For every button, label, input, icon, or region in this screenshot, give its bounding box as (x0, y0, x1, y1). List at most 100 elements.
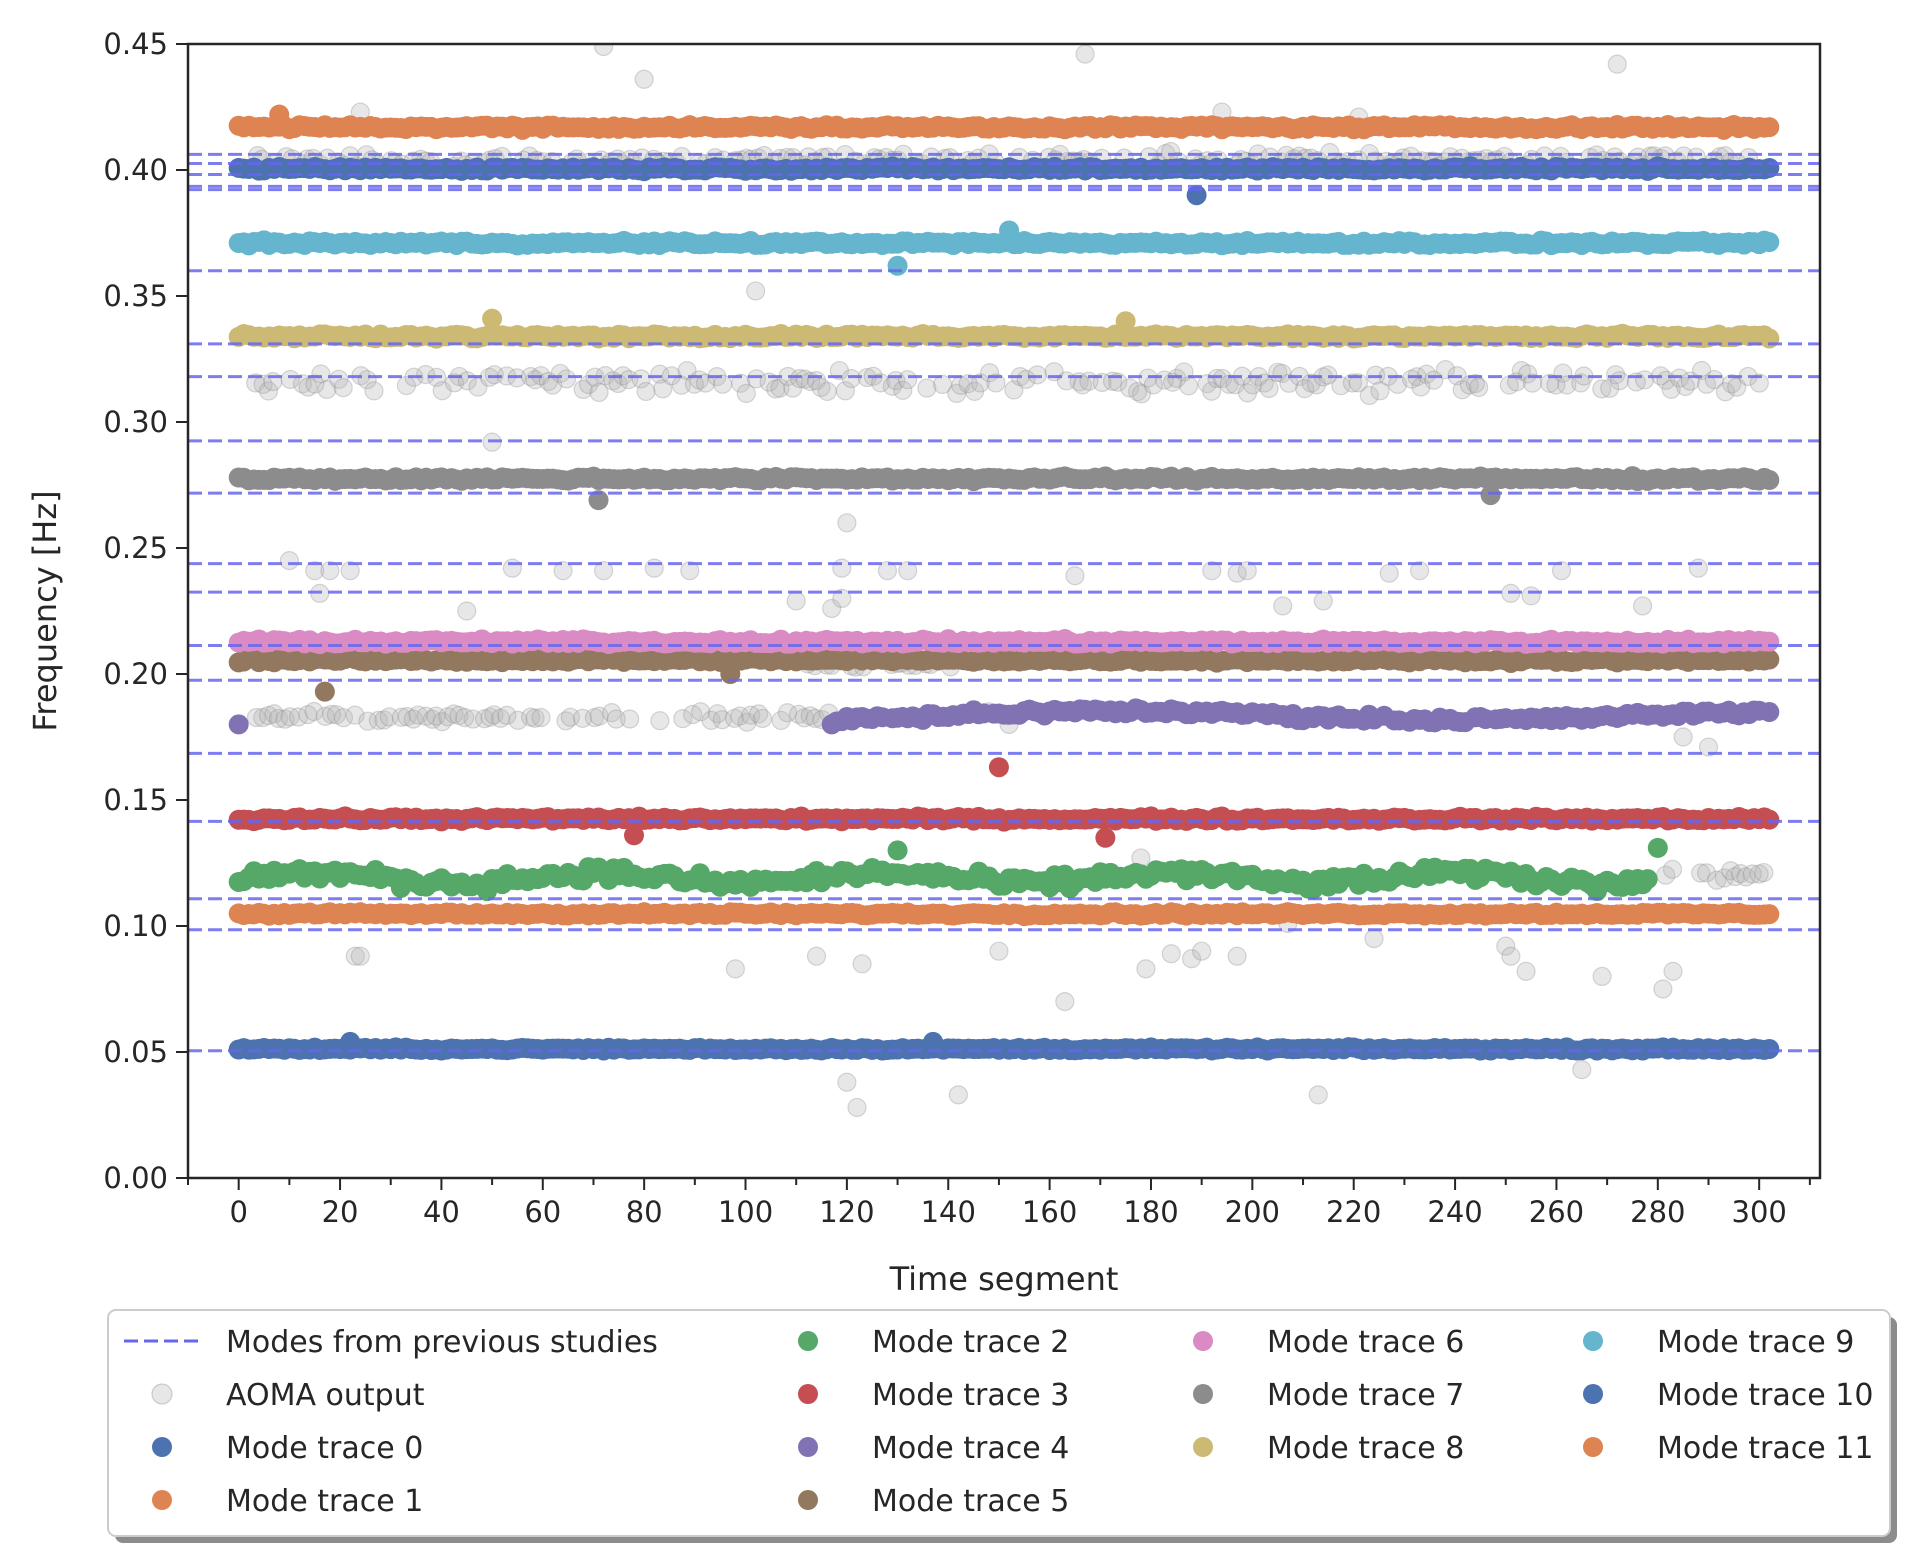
aoma-point (893, 380, 913, 400)
aoma-point (701, 710, 721, 730)
aoma-point (594, 44, 614, 57)
aoma-point (484, 705, 504, 725)
aoma-point (457, 601, 477, 621)
aoma-point (786, 591, 806, 611)
mode-trace-8-outlier (1115, 311, 1136, 332)
aoma-point (650, 364, 670, 384)
aoma-point (333, 378, 353, 398)
aoma-point (1609, 371, 1630, 391)
legend-dot-swatch (1583, 1437, 1603, 1457)
aoma-point (1120, 378, 1140, 398)
y-tick-label: 0.15 (103, 783, 168, 817)
mode-trace-3-outlier (1095, 827, 1116, 848)
aoma-point (1749, 373, 1769, 393)
aoma-point (345, 705, 365, 725)
aoma-point (731, 373, 751, 393)
aoma-point (304, 701, 324, 722)
aoma-point (490, 708, 511, 728)
aoma-point (1704, 369, 1724, 390)
aoma-point (933, 374, 953, 395)
aoma-point (444, 704, 464, 724)
aoma-point (1592, 379, 1612, 399)
aoma-point (1633, 596, 1653, 616)
y-tick-label: 0.35 (103, 279, 168, 313)
aoma-point (800, 706, 820, 726)
aoma-point (794, 708, 814, 728)
aoma-point (345, 946, 365, 966)
aoma-point (1435, 360, 1456, 380)
mode-trace-7-point (1759, 470, 1780, 491)
aoma-point (737, 712, 757, 732)
aoma-point (752, 708, 773, 729)
aoma-point (497, 705, 517, 725)
aoma-point (416, 364, 436, 385)
aoma-point (1663, 961, 1683, 981)
mode-trace-8-outlier (482, 308, 503, 329)
mode-trace-2-outlier (1647, 837, 1668, 858)
mode-trace-2-points (228, 857, 1658, 902)
aoma-point (315, 706, 335, 726)
aoma-point (1212, 368, 1233, 389)
aoma-point (1161, 944, 1181, 964)
aoma-point (1673, 727, 1693, 747)
aoma-point (1600, 378, 1620, 398)
legend-label: Mode trace 7 (1267, 1378, 1464, 1413)
x-tick-label: 160 (1022, 1195, 1077, 1229)
aoma-point (1606, 365, 1626, 385)
mode-trace-2-outlier (887, 840, 908, 861)
aoma-point (1416, 364, 1437, 384)
aoma-point (584, 707, 605, 728)
aoma-point (746, 369, 767, 389)
aoma-point (795, 369, 815, 389)
aoma-point (258, 705, 279, 726)
aoma-point (589, 382, 609, 403)
aoma-point (1496, 936, 1516, 956)
legend-dot-swatch (1193, 1331, 1213, 1351)
legend-label: Mode trace 9 (1657, 1325, 1854, 1360)
x-tick-label: 120 (819, 1195, 874, 1229)
x-tick-label: 20 (322, 1195, 359, 1229)
aoma-point (1557, 375, 1577, 395)
aoma-point (358, 711, 378, 731)
legend-dot-swatch (152, 1437, 172, 1457)
aoma-point (989, 941, 1009, 961)
legend-label: Mode trace 11 (1657, 1431, 1873, 1466)
aoma-point (695, 373, 716, 393)
aoma-point (444, 373, 465, 393)
mode-trace-1-point (1759, 904, 1780, 925)
aoma-point (1725, 866, 1745, 887)
aoma-point (1308, 1085, 1328, 1105)
aoma-point (1692, 360, 1712, 381)
mode-trace-11-outlier (269, 104, 290, 125)
x-tick-label: 280 (1630, 1195, 1685, 1229)
aoma-point (408, 705, 428, 725)
aoma-point (573, 379, 593, 400)
aoma-point (841, 368, 861, 389)
aoma-point (835, 381, 855, 401)
aoma-point (1004, 380, 1024, 400)
aoma-point (397, 707, 417, 727)
y-tick-label: 0.10 (103, 909, 168, 943)
aoma-point (1181, 949, 1202, 969)
aoma-point (832, 588, 852, 609)
x-tick-label: 100 (718, 1195, 773, 1229)
aoma-point (650, 711, 670, 731)
aoma-point (317, 379, 337, 400)
y-tick-label: 0.20 (103, 657, 168, 691)
aoma-point (1254, 373, 1274, 393)
aoma-point (948, 1085, 968, 1105)
aoma-point (749, 704, 769, 724)
legend-dot-swatch (152, 1490, 172, 1510)
aoma-point (770, 378, 790, 398)
x-axis-label: Time segment (889, 1260, 1119, 1298)
aoma-point (320, 561, 340, 581)
aoma-point (258, 381, 279, 401)
aoma-point (589, 706, 609, 726)
legend-label: Mode trace 1 (226, 1484, 423, 1519)
aoma-point (1592, 966, 1612, 987)
aoma-point (340, 561, 360, 581)
aoma-point (917, 378, 937, 398)
aoma-point (852, 954, 872, 974)
y-tick-label: 0.45 (103, 27, 168, 61)
aoma-point (502, 558, 522, 578)
